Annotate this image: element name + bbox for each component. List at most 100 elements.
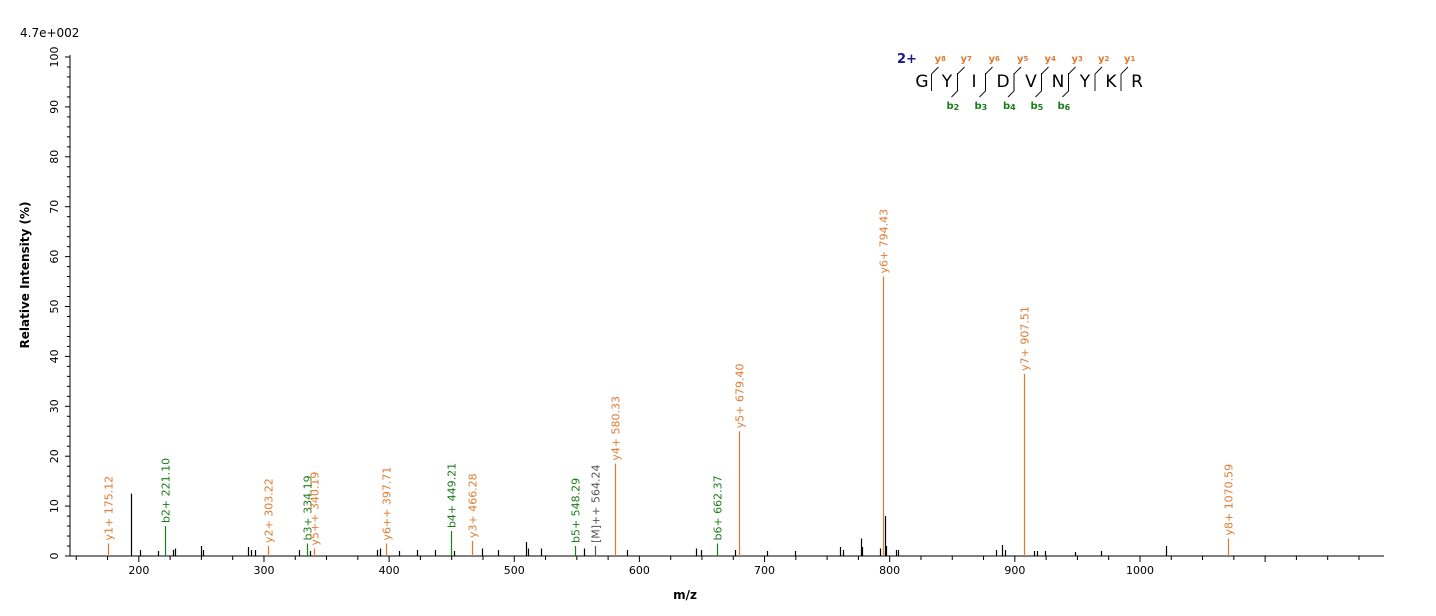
x-tick-label: 200 bbox=[128, 564, 149, 577]
b-ion-marker: b4 bbox=[1003, 101, 1016, 112]
sequence-residue: Y bbox=[1079, 72, 1091, 92]
peak-label: y6++ 397.71 bbox=[381, 467, 394, 541]
intensity-scale-label: 4.7e+002 bbox=[20, 26, 79, 40]
y-ion-marker: y2 bbox=[1098, 54, 1110, 65]
b-ion-marker: b3 bbox=[975, 101, 988, 112]
y-ion-letter: y bbox=[1045, 54, 1052, 65]
y-ion-letter: y bbox=[1017, 54, 1024, 65]
sequence-residue: K bbox=[1105, 72, 1117, 92]
peak-label: y1+ 175.12 bbox=[103, 476, 116, 541]
sequence-residue: D bbox=[996, 72, 1009, 92]
y-ion-marker: y1 bbox=[1124, 54, 1136, 65]
x-tick-label: 500 bbox=[504, 564, 525, 577]
y-ion-bracket bbox=[957, 66, 965, 91]
y-ion-number: 7 bbox=[967, 55, 972, 63]
y-tick-label: 70 bbox=[48, 200, 61, 214]
peak-label: y7+ 907.51 bbox=[1019, 306, 1032, 371]
y-ion-bracket bbox=[985, 66, 993, 91]
x-axis-title: m/z bbox=[673, 588, 697, 602]
y-axis-title: Relative Intensity (%) bbox=[18, 202, 32, 349]
x-tick-label: 400 bbox=[379, 564, 400, 577]
y-ion-letter: y bbox=[1072, 54, 1079, 65]
b-ion-number: 6 bbox=[1065, 103, 1071, 112]
axes: 0 10 20 30 40 50 60 70 80 90 100 200 300 400 500 600 700… bbox=[48, 47, 1384, 577]
peak-label: b4+ 449.21 bbox=[446, 463, 459, 528]
peak-label: y4+ 580.33 bbox=[610, 396, 623, 461]
y-ion-number: 6 bbox=[995, 55, 1000, 63]
charge-state-label: 2+ bbox=[897, 52, 917, 67]
sequence-residue: R bbox=[1131, 72, 1143, 92]
y-tick-label: 0 bbox=[48, 553, 61, 560]
sequence-residue: G bbox=[915, 72, 928, 92]
b-ion-number: 4 bbox=[1010, 103, 1016, 112]
y-ion-bracket bbox=[931, 66, 939, 91]
x-tick-label: 300 bbox=[253, 564, 274, 577]
peak-label: y2+ 303.22 bbox=[263, 478, 276, 543]
y-tick-label: 10 bbox=[48, 499, 61, 513]
sequence-residue: I bbox=[971, 72, 976, 92]
y-ion-marker: y7 bbox=[961, 54, 973, 65]
y-ion-letter: y bbox=[1098, 54, 1105, 65]
b-ion-number: 5 bbox=[1038, 103, 1044, 112]
y-tick-label: 40 bbox=[48, 349, 61, 363]
x-tick-label: 600 bbox=[629, 564, 650, 577]
y-tick-label: 50 bbox=[48, 300, 61, 314]
y-ion-marker: y5 bbox=[1017, 54, 1029, 65]
y-tick-label: 60 bbox=[48, 250, 61, 264]
peak-label: y8+ 1070.59 bbox=[1223, 464, 1236, 536]
b-ion-letter: b bbox=[975, 101, 982, 112]
x-tick-label: 700 bbox=[754, 564, 775, 577]
peak-label: y5++ 340.19 bbox=[309, 472, 322, 546]
b-ion-bracket bbox=[951, 73, 958, 98]
y-ion-marker: y3 bbox=[1072, 54, 1084, 65]
y-ion-bracket bbox=[1120, 66, 1129, 91]
x-tick-label: 800 bbox=[879, 564, 900, 577]
peak-label: b2+ 221.10 bbox=[160, 458, 173, 523]
b-ion-bracket bbox=[979, 73, 986, 98]
b-ion-marker: b2 bbox=[947, 101, 960, 112]
peak-label: [M]++ 564.24 bbox=[590, 465, 603, 544]
b-ion-letter: b bbox=[1003, 101, 1010, 112]
sequence-residue: V bbox=[1025, 72, 1037, 92]
b-ion-letter: b bbox=[1031, 101, 1038, 112]
y-ion-marker: y8 bbox=[935, 54, 947, 65]
peaks bbox=[107, 276, 1230, 556]
y-tick-label: 90 bbox=[48, 100, 61, 114]
y-ion-bracket bbox=[1013, 66, 1022, 91]
y-ion-number: 2 bbox=[1105, 55, 1110, 63]
b-ion-number: 3 bbox=[982, 103, 988, 112]
y-ion-letter: y bbox=[961, 54, 968, 65]
y-ion-bracket bbox=[1041, 66, 1049, 91]
peak-label: b5+ 548.29 bbox=[570, 478, 583, 543]
y-ion-letter: y bbox=[935, 54, 942, 65]
b-ion-number: 2 bbox=[954, 103, 960, 112]
y-ion-number: 4 bbox=[1051, 55, 1056, 63]
x-tick-label: 900 bbox=[1004, 564, 1025, 577]
peak-label: b6+ 662.37 bbox=[712, 475, 725, 540]
y-ion-letter: y bbox=[1124, 54, 1131, 65]
b-ion-marker: b6 bbox=[1058, 101, 1071, 112]
y-tick-label: 20 bbox=[48, 449, 61, 463]
y-ion-bracket bbox=[1094, 66, 1103, 91]
b-ion-bracket bbox=[1062, 73, 1069, 98]
y-ion-number: 8 bbox=[941, 55, 946, 63]
sequence-residue: Y bbox=[941, 72, 953, 92]
peak-label: y6+ 794.43 bbox=[878, 209, 891, 274]
y-ion-bracket bbox=[1068, 66, 1076, 91]
b-ion-bracket bbox=[1007, 73, 1015, 98]
peak-label: y3+ 466.28 bbox=[467, 473, 480, 538]
y-tick-label: 100 bbox=[48, 47, 61, 68]
x-tick-label: 1000 bbox=[1126, 564, 1154, 577]
y-ion-number: 3 bbox=[1078, 55, 1083, 63]
peak-label: b3+ 334.19 bbox=[302, 475, 315, 540]
peak-labels: y1+ 175.12 b2+ 221.10 y2+ 303.22 b3+ 334.19… bbox=[103, 209, 1236, 546]
y-tick-label: 30 bbox=[48, 399, 61, 413]
y-ion-number: 1 bbox=[1131, 55, 1136, 63]
b-ion-bracket bbox=[1035, 73, 1042, 98]
y-ion-letter: y bbox=[989, 54, 996, 65]
y-ion-number: 5 bbox=[1024, 55, 1029, 63]
y-ion-marker: y4 bbox=[1045, 54, 1057, 65]
peak-label: y5+ 679.40 bbox=[734, 364, 747, 429]
